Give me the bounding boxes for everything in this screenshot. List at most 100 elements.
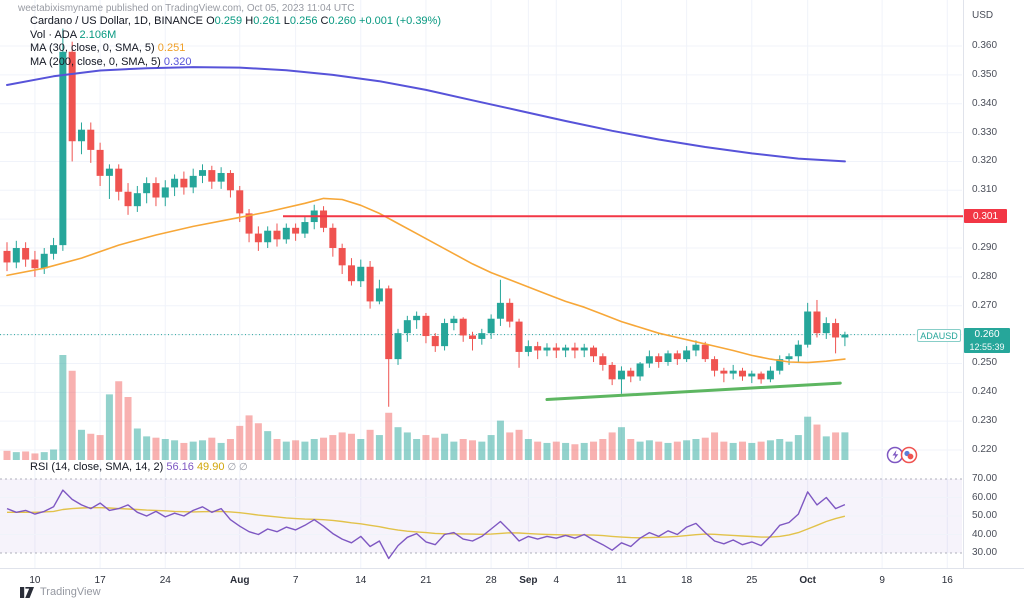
ohlc-high-value: 0.261 (253, 15, 281, 27)
time-tick-label: Aug (230, 575, 250, 586)
price-tick-label: 0.270 (972, 299, 998, 311)
candle-body (329, 227, 337, 249)
time-tick-label: 14 (355, 575, 367, 586)
candle-body (68, 51, 76, 142)
candle-body (738, 370, 746, 377)
volume-bar (757, 441, 765, 460)
volume-bar (738, 441, 746, 460)
volume-bar (841, 432, 849, 460)
candle-body (3, 250, 11, 263)
emoji-detail-red (907, 453, 914, 460)
time-tick-label: 25 (746, 575, 758, 586)
candle-body (40, 253, 48, 269)
price-scale-currency: USD (972, 10, 994, 21)
ohlc-close-label: C (320, 15, 329, 27)
candle-body (552, 347, 560, 351)
price-tick-label: 0.280 (972, 270, 998, 282)
candle-body (217, 172, 225, 182)
candle-body (273, 230, 281, 240)
volume-bar (22, 451, 30, 460)
ohlc-low-value: 0.256 (289, 15, 318, 27)
volume-bar (357, 439, 365, 460)
tradingview-logo-icon (20, 586, 34, 598)
volume-bar (590, 441, 598, 460)
time-tick-label: Oct (799, 575, 816, 586)
volume-bar (208, 437, 216, 460)
candle-body (133, 193, 141, 207)
price-tick-label: 0.250 (972, 357, 998, 369)
volume-bar (12, 452, 20, 460)
volume-bar (264, 431, 272, 460)
volume-legend-row[interactable]: Vol · ADA 2.106M (30, 29, 441, 43)
ma30-legend-row[interactable]: MA (30, close, 0, SMA, 5) 0.251 (30, 42, 441, 56)
candle-body (720, 370, 728, 374)
time-tick-label: 28 (485, 575, 497, 586)
ma200-legend-row[interactable]: MA (200, close, 0, SMA, 5) 0.320 (30, 56, 441, 70)
volume-bar (562, 442, 570, 460)
candle-body (785, 356, 793, 360)
volume-bar (375, 435, 383, 460)
volume-bar (813, 424, 821, 460)
tradingview-logo[interactable]: TradingView (20, 586, 101, 598)
volume-bar (105, 394, 113, 460)
volume-bar (534, 441, 542, 460)
volume-bar (50, 449, 58, 460)
volume-bar (645, 440, 653, 460)
volume-bar (96, 435, 104, 460)
volume-bar (133, 428, 141, 460)
candle-body (534, 346, 542, 351)
candle-body (571, 347, 579, 351)
support-trendline[interactable] (545, 381, 842, 402)
volume-bar (720, 441, 728, 460)
rsi-legend-row[interactable]: RSI (14, close, SMA, 14, 2) 56.16 49.90 … (30, 461, 248, 473)
candle-body (692, 344, 700, 351)
candle-body (487, 318, 495, 334)
price-tick-label: 0.360 (972, 40, 998, 51)
candle-body (766, 370, 774, 380)
candle-body (608, 364, 616, 380)
candle-body (729, 370, 737, 374)
symbol-legend-row[interactable]: Cardano / US Dollar, 1D, BINANCE O0.259 … (30, 15, 441, 29)
alert-price-label: 0.301 (964, 209, 1007, 223)
candle-body (292, 227, 300, 234)
candle-body (683, 350, 691, 360)
volume-bar (366, 429, 374, 460)
candle-body (245, 213, 253, 234)
price-tick-label: 0.340 (972, 97, 998, 109)
rsi-line (6, 489, 846, 560)
volume-bar (59, 355, 67, 460)
volume-bar (729, 442, 737, 460)
candle-body (189, 175, 197, 188)
candle-body (627, 370, 635, 377)
time-scale[interactable]: 10 17 24 Aug 7 14 21 28 Sep 4 11 18 25 Oct 9 16 (0, 568, 1024, 589)
time-tick-label: 17 (94, 575, 106, 586)
volume-bar (441, 433, 449, 460)
candle-body (375, 288, 383, 302)
indicator-legend: Cardano / US Dollar, 1D, BINANCE O0.259 … (30, 15, 441, 69)
candle-body (59, 51, 67, 246)
candle-body (562, 347, 570, 351)
volume-bar (189, 441, 197, 460)
candle-body (636, 363, 644, 377)
price-tick-label: 0.290 (972, 242, 998, 254)
price-tick-label: 0.320 (972, 155, 998, 167)
volume-bar (487, 435, 495, 460)
last-price-value: 0.260 (974, 328, 1000, 340)
volume-bar (766, 440, 774, 460)
volume-bar (832, 432, 840, 460)
rsi-label: RSI (14, close, SMA, 14, 2) (30, 461, 164, 473)
volume-bar (701, 437, 709, 460)
ohlc-close-value: 0.260 (328, 15, 356, 27)
volume-bar (301, 441, 309, 460)
time-tick-label: 11 (616, 575, 627, 586)
candle-body (655, 356, 663, 363)
volume-bar (459, 439, 467, 460)
volume-bar (40, 452, 48, 460)
time-tick-label: 9 (879, 575, 885, 586)
candle-body (254, 233, 262, 243)
time-tick-label: 10 (29, 575, 41, 586)
price-scale[interactable] (963, 0, 1024, 588)
volume-bar (338, 432, 346, 460)
